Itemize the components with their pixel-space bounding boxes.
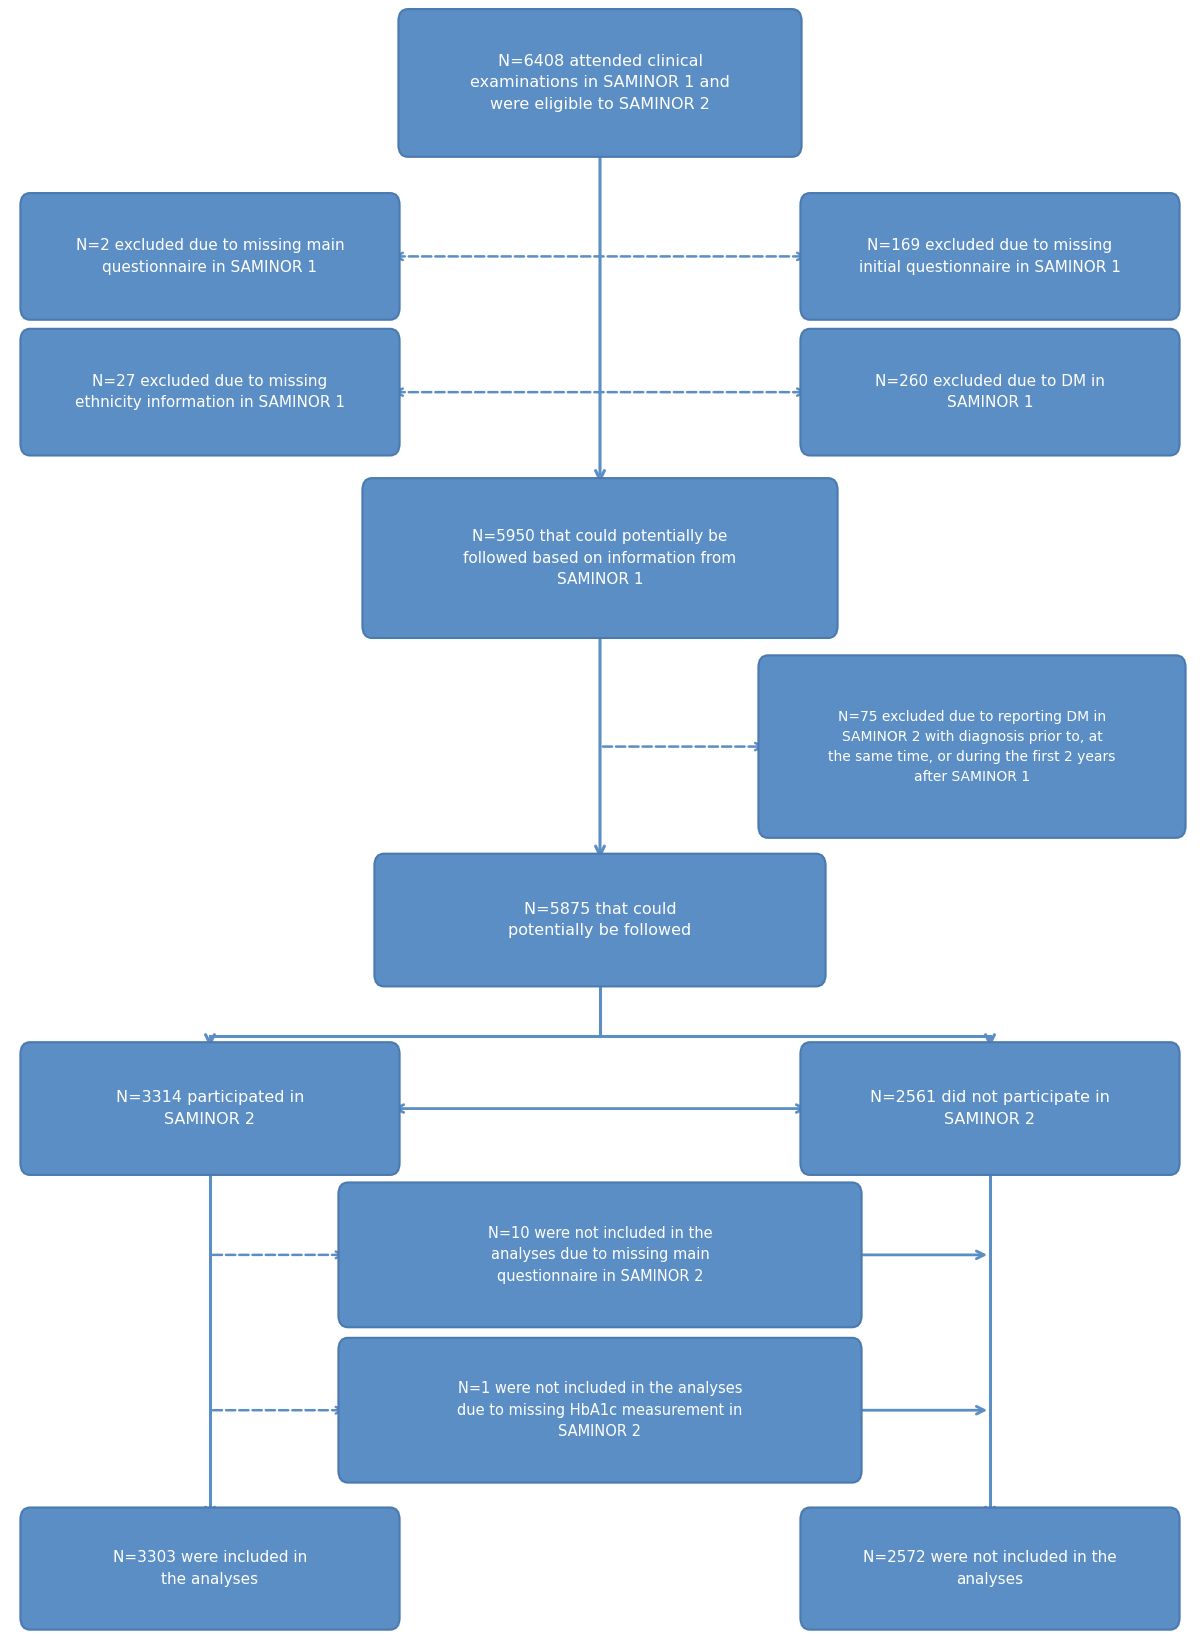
Text: N=75 excluded due to reporting DM in
SAMINOR 2 with diagnosis prior to, at
the s: N=75 excluded due to reporting DM in SAM…: [828, 710, 1116, 784]
FancyBboxPatch shape: [338, 1338, 862, 1483]
FancyBboxPatch shape: [800, 329, 1180, 455]
FancyBboxPatch shape: [758, 656, 1186, 838]
Text: N=1 were not included in the analyses
due to missing HbA1c measurement in
SAMINO: N=1 were not included in the analyses du…: [457, 1381, 743, 1438]
FancyBboxPatch shape: [20, 329, 400, 455]
Text: N=10 were not included in the
analyses due to missing main
questionnaire in SAMI: N=10 were not included in the analyses d…: [487, 1226, 713, 1284]
Text: N=2572 were not included in the
analyses: N=2572 were not included in the analyses: [863, 1550, 1117, 1586]
FancyBboxPatch shape: [20, 1042, 400, 1175]
FancyBboxPatch shape: [338, 1182, 862, 1327]
Text: N=169 excluded due to missing
initial questionnaire in SAMINOR 1: N=169 excluded due to missing initial qu…: [859, 238, 1121, 275]
Text: N=5950 that could potentially be
followed based on information from
SAMINOR 1: N=5950 that could potentially be followe…: [463, 529, 737, 587]
Text: N=3314 participated in
SAMINOR 2: N=3314 participated in SAMINOR 2: [116, 1090, 304, 1126]
Text: N=2561 did not participate in
SAMINOR 2: N=2561 did not participate in SAMINOR 2: [870, 1090, 1110, 1126]
Text: N=6408 attended clinical
examinations in SAMINOR 1 and
were eligible to SAMINOR : N=6408 attended clinical examinations in…: [470, 54, 730, 112]
FancyBboxPatch shape: [20, 192, 400, 319]
Text: N=27 excluded due to missing
ethnicity information in SAMINOR 1: N=27 excluded due to missing ethnicity i…: [74, 373, 346, 411]
FancyBboxPatch shape: [800, 1042, 1180, 1175]
FancyBboxPatch shape: [398, 10, 802, 156]
Text: N=5875 that could
potentially be followed: N=5875 that could potentially be followe…: [509, 903, 691, 939]
FancyBboxPatch shape: [800, 1508, 1180, 1629]
FancyBboxPatch shape: [800, 192, 1180, 319]
Text: N=2 excluded due to missing main
questionnaire in SAMINOR 1: N=2 excluded due to missing main questio…: [76, 238, 344, 275]
FancyBboxPatch shape: [362, 478, 838, 638]
FancyBboxPatch shape: [374, 853, 826, 986]
FancyBboxPatch shape: [20, 1508, 400, 1629]
Text: N=260 excluded due to DM in
SAMINOR 1: N=260 excluded due to DM in SAMINOR 1: [875, 373, 1105, 411]
Text: N=3303 were included in
the analyses: N=3303 were included in the analyses: [113, 1550, 307, 1586]
